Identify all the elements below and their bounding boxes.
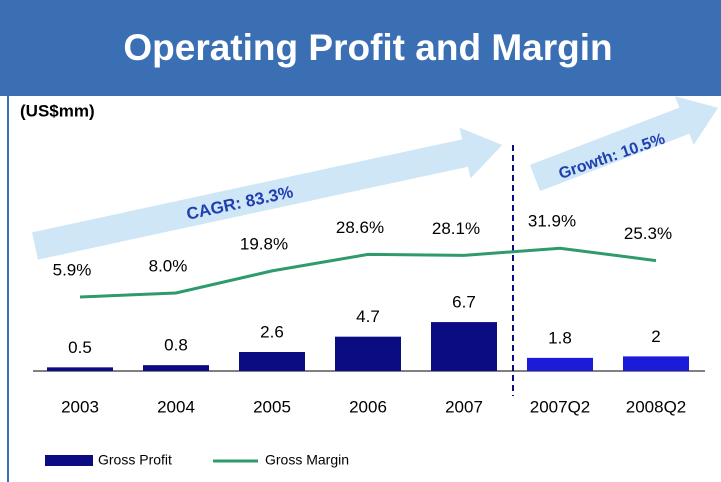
x-tick-label: 2006 (349, 397, 387, 416)
line-value-label: 25.3% (624, 224, 672, 243)
chart-title: Operating Profit and Margin (123, 27, 612, 68)
bar (527, 357, 593, 371)
bar (143, 365, 209, 371)
cagr-arrow (32, 127, 503, 260)
bar-value-label: 0.8 (164, 336, 188, 355)
title-banner (0, 0, 721, 96)
bar (623, 356, 689, 371)
growth-arrow (529, 96, 718, 192)
bar (335, 336, 401, 371)
left-border (7, 96, 9, 482)
bar-value-label: 2.6 (260, 322, 284, 341)
legend-label: Gross Profit (98, 452, 172, 468)
x-tick-label: 2007 (445, 397, 483, 416)
line-value-label: 19.8% (240, 234, 288, 253)
bar-value-label: 2 (651, 327, 660, 346)
line (79, 246, 657, 299)
x-tick-label: 2007Q2 (530, 397, 591, 416)
line-value-label: 31.9% (528, 212, 576, 231)
bar-value-label: 0.5 (68, 338, 92, 357)
x-tick-label: 2005 (253, 397, 291, 416)
bar (431, 322, 497, 371)
bar-value-label: 6.7 (452, 293, 476, 312)
bar-value-label: 1.8 (548, 328, 572, 347)
x-tick-label: 2004 (157, 397, 195, 416)
line-value-label: 28.1% (432, 219, 480, 238)
legend-label: Gross Margin (265, 452, 349, 468)
line-value-label: 28.6% (336, 218, 384, 237)
bar (47, 367, 113, 371)
legend-swatch (45, 455, 93, 466)
line-value-label: 8.0% (149, 256, 188, 275)
x-tick-label: 2008Q2 (626, 397, 687, 416)
line-value-label: 5.9% (53, 260, 92, 279)
bar (239, 352, 305, 371)
unit-label: (US$mm) (20, 101, 95, 120)
x-tick-label: 2003 (61, 397, 99, 416)
bar-value-label: 4.7 (356, 307, 380, 326)
